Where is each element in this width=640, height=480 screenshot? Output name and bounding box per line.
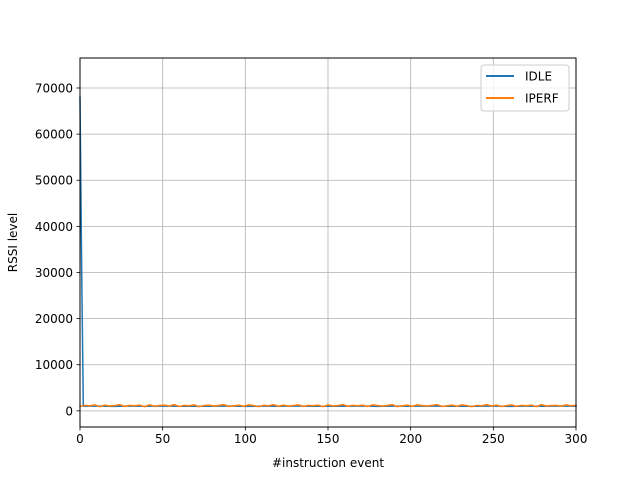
x-axis-label: #instruction event	[272, 456, 384, 470]
x-tick-label: 100	[234, 432, 257, 446]
x-tick-label: 250	[482, 432, 505, 446]
y-axis-ticks: 0 10000 20000 30000 40000 50000 60000 70000	[35, 81, 80, 418]
legend: IDLE IPERF	[480, 64, 570, 112]
y-tick-label: 60000	[35, 128, 73, 142]
plot-lines	[79, 96, 577, 408]
legend-label-idle: IDLE	[525, 70, 552, 84]
x-tick-label: 0	[76, 432, 84, 446]
x-tick-label: 200	[399, 432, 422, 446]
y-tick-label: 20000	[35, 312, 73, 326]
y-tick-label: 0	[65, 404, 73, 418]
x-axis-ticks: 0 50 100 150 200 250 300	[76, 427, 587, 446]
grid	[79, 58, 577, 427]
x-tick-label: 150	[317, 432, 340, 446]
y-tick-label: 70000	[35, 81, 73, 95]
y-axis-label: RSSI level	[6, 213, 20, 272]
x-tick-label: 50	[155, 432, 170, 446]
legend-label-iperf: IPERF	[525, 92, 559, 106]
y-tick-label: 50000	[35, 174, 73, 188]
y-tick-label: 40000	[35, 220, 73, 234]
y-tick-label: 30000	[35, 266, 73, 280]
series-line-iperf	[79, 403, 577, 408]
y-tick-label: 10000	[35, 358, 73, 372]
x-tick-label: 300	[565, 432, 588, 446]
